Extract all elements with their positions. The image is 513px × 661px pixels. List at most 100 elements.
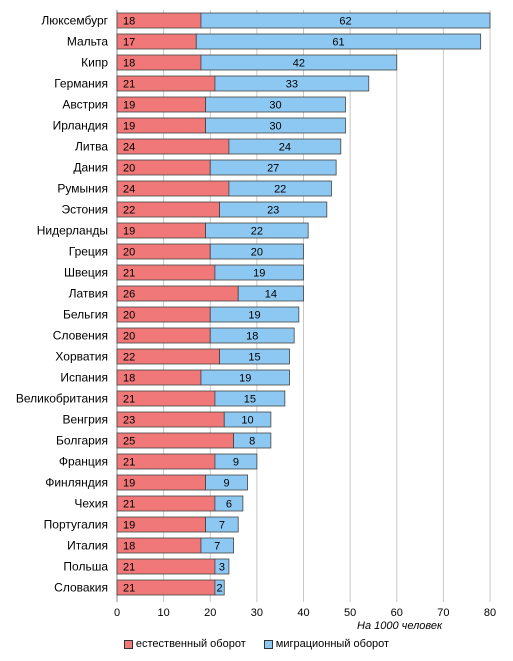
bar-migration — [200, 369, 290, 386]
bar-migration — [228, 180, 332, 197]
category-label: Польша — [63, 560, 108, 574]
data-label: 7 — [214, 541, 220, 553]
bar-migration — [209, 327, 295, 344]
x-axis-ticks: 0 10 20 30 40 50 60 70 80 — [114, 607, 496, 619]
data-label: 19 — [123, 478, 135, 490]
data-label: 21 — [123, 583, 135, 595]
data-label: 19 — [123, 226, 135, 238]
bar-migration — [200, 537, 234, 554]
bar-migration — [200, 12, 491, 29]
x-tick-label: 0 — [114, 607, 120, 619]
category-label: Испания — [60, 371, 108, 385]
bar-migration — [237, 285, 304, 302]
data-label: 6 — [226, 499, 232, 511]
x-tick-label: 20 — [204, 607, 216, 619]
bar-migration — [223, 411, 272, 428]
x-tick-label: 60 — [391, 607, 403, 619]
data-label: 21 — [123, 268, 135, 280]
data-label: 7 — [219, 520, 225, 532]
category-label: Люксембург — [41, 14, 108, 28]
category-label: Венгрия — [62, 413, 108, 427]
category-label: Чехия — [74, 497, 108, 511]
data-label: 3 — [219, 562, 225, 574]
legend-item-migration: миграционный оборот — [263, 638, 390, 650]
category-label: Франция — [59, 455, 108, 469]
data-label: 2 — [217, 583, 223, 595]
category-label: Хорватия — [55, 350, 108, 364]
category-label: Финляндия — [45, 476, 108, 490]
category-label: Словакия — [54, 581, 108, 595]
data-label: 21 — [123, 394, 135, 406]
bar-migration — [214, 579, 225, 596]
data-label: 26 — [123, 289, 135, 301]
bar-migration — [205, 222, 309, 239]
legend-label-natural: естественный оборот — [135, 638, 246, 650]
data-label: 23 — [123, 415, 135, 427]
data-label: 24 — [279, 142, 291, 154]
data-label: 61 — [332, 37, 344, 49]
data-label: 14 — [265, 289, 277, 301]
data-label: 27 — [267, 163, 279, 175]
data-label: 22 — [251, 226, 263, 238]
x-tick-label: 30 — [251, 607, 263, 619]
data-label: 18 — [123, 373, 135, 385]
x-tick-label: 50 — [344, 607, 356, 619]
category-label: Латвия — [69, 287, 108, 301]
data-label: 19 — [123, 520, 135, 532]
legend-swatch-migration — [263, 639, 273, 649]
bar-migration — [214, 495, 244, 512]
bar-migration — [219, 348, 290, 365]
data-label: 19 — [123, 100, 135, 112]
data-label: 20 — [123, 310, 135, 322]
category-label: Греция — [69, 245, 108, 259]
category-label: Словения — [53, 329, 108, 343]
bar-migration — [214, 453, 258, 470]
bar-migration — [214, 75, 370, 92]
data-label: 18 — [246, 331, 258, 343]
data-label: 24 — [123, 142, 135, 154]
data-label: 10 — [241, 415, 253, 427]
category-label: Ирландия — [53, 119, 108, 133]
bar-migration — [233, 432, 272, 449]
data-label: 30 — [269, 100, 281, 112]
category-label: Бельгия — [63, 308, 108, 322]
data-label: 9 — [224, 478, 230, 490]
category-label: Кипр — [81, 56, 108, 70]
data-label: 18 — [123, 58, 135, 70]
category-label: Дания — [73, 161, 108, 175]
data-label: 21 — [123, 457, 135, 469]
data-label: 19 — [253, 268, 265, 280]
bar-migration — [205, 96, 346, 113]
bar-migration — [209, 243, 304, 260]
category-label: Румыния — [57, 182, 108, 196]
category-label: Мальта — [67, 35, 108, 49]
data-label: 21 — [123, 562, 135, 574]
category-label: Нидерланды — [37, 224, 108, 238]
data-label: 62 — [339, 16, 351, 28]
category-label: Литва — [75, 140, 108, 154]
category-labels: Люксембург Мальта Кипр Германия Австрия Ирлан… — [16, 14, 109, 595]
data-label: 25 — [123, 436, 135, 448]
category-label: Австрия — [62, 98, 108, 112]
x-tick-label: 40 — [297, 607, 309, 619]
data-label: 23 — [267, 205, 279, 217]
category-label: Великобритания — [16, 392, 108, 406]
data-label: 22 — [123, 352, 135, 364]
data-label: 15 — [248, 352, 260, 364]
bar-migration — [195, 33, 482, 50]
bar-migration — [228, 138, 342, 155]
category-label: Эстония — [62, 203, 109, 217]
data-label: 19 — [123, 121, 135, 133]
legend-swatch-natural — [123, 639, 133, 649]
bar-migration — [200, 54, 398, 71]
category-label: Португалия — [44, 518, 108, 532]
category-label: Италия — [67, 539, 108, 553]
data-label: 20 — [123, 247, 135, 259]
x-tick-label: 10 — [158, 607, 170, 619]
bar-migration — [205, 117, 346, 134]
category-label: Болгария — [56, 434, 108, 448]
bar-migration — [214, 264, 304, 281]
legend-label-migration: миграционный оборот — [275, 638, 390, 650]
